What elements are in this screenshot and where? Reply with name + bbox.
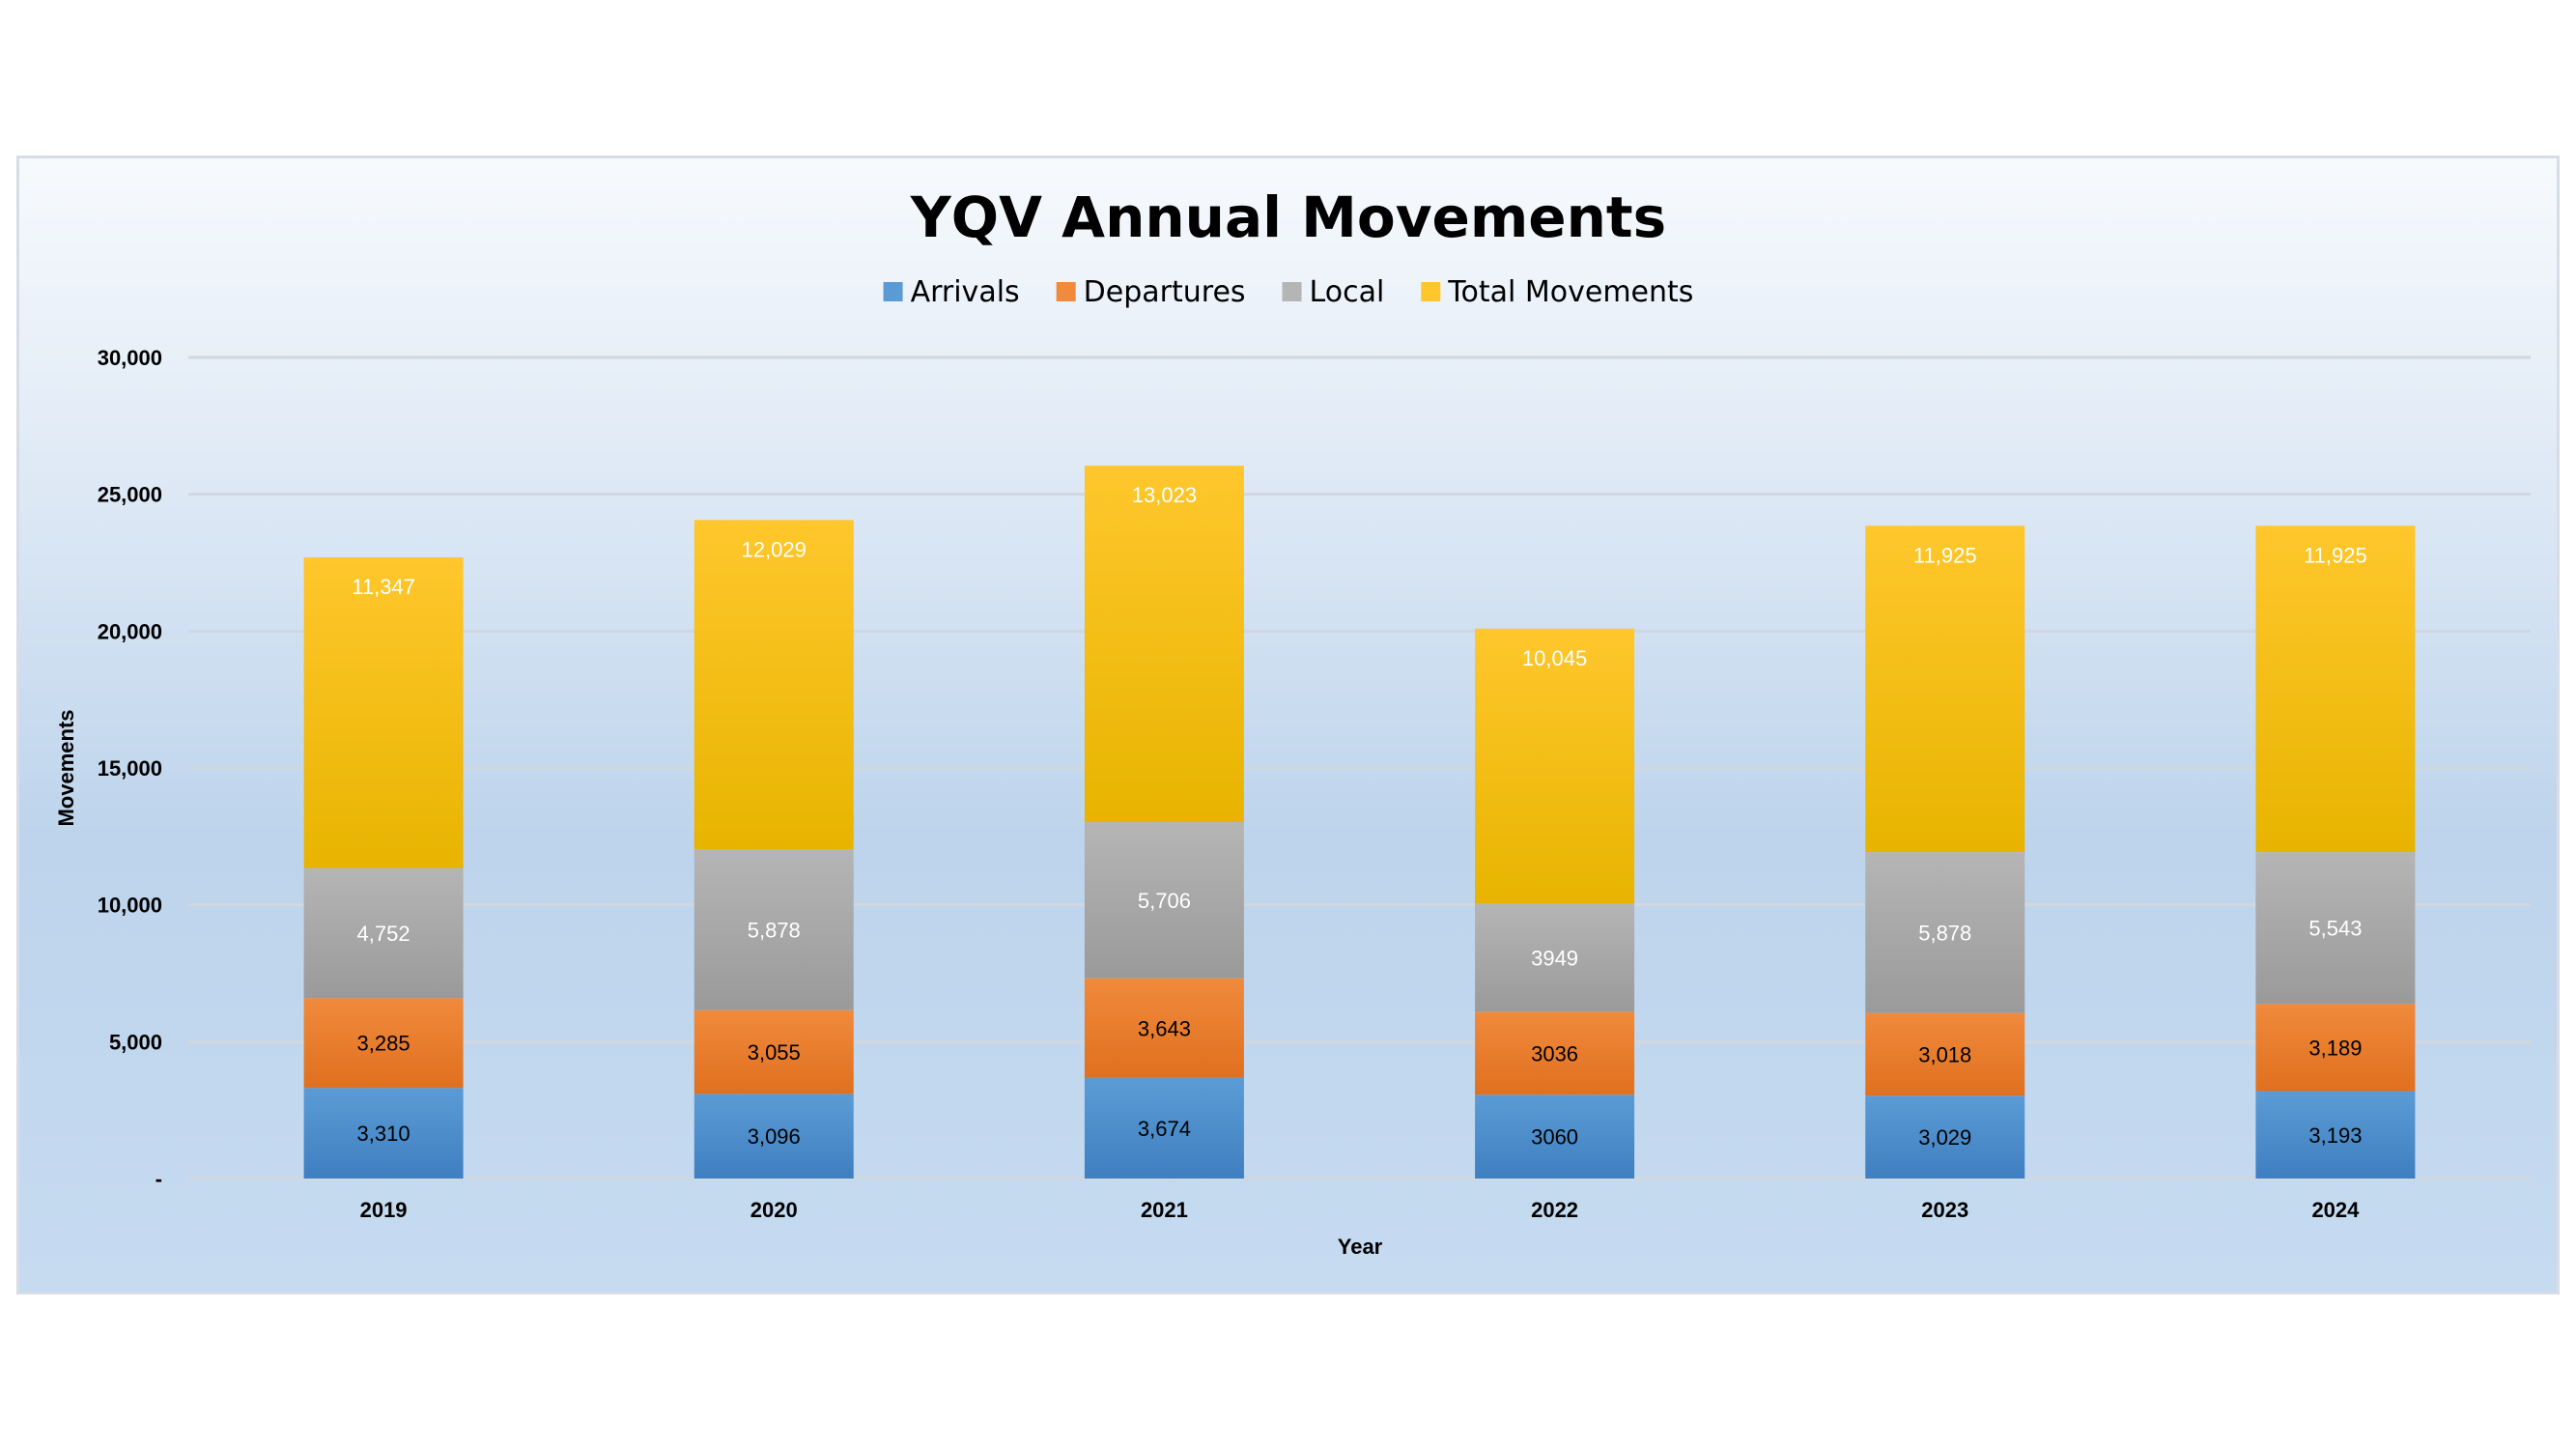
y-tick-label: 25,000 (98, 483, 162, 507)
data-label: 3,310 (357, 1122, 410, 1146)
y-tick-label: 10,000 (98, 894, 162, 918)
data-label: 3036 (1531, 1041, 1578, 1065)
x-tick-label: 2021 (1141, 1198, 1188, 1222)
bar-departures-2023 (1865, 1012, 2025, 1096)
y-tick-label: 5,000 (109, 1030, 162, 1054)
legend-label: Local (1310, 275, 1385, 309)
legend-label: Departures (1084, 275, 1246, 309)
bar-departures-2024 (2255, 1004, 2416, 1092)
y-tick-label: 30,000 (98, 346, 162, 370)
bar-arrivals-2022 (1475, 1094, 1635, 1179)
legend-swatch-total-movements (1421, 282, 1441, 301)
bar-local-2020 (694, 849, 854, 1010)
data-label: 3949 (1531, 946, 1578, 970)
y-tick-label: 15,000 (98, 756, 162, 781)
data-label: 5,706 (1138, 889, 1191, 913)
gridlines (188, 355, 2531, 1180)
data-label: 10,045 (1522, 646, 1587, 670)
x-tick-label: 2019 (360, 1198, 408, 1222)
y-tick-label: - (156, 1167, 162, 1191)
bar-arrivals-2021 (1084, 1077, 1244, 1179)
x-tick-label: 2023 (1921, 1198, 1968, 1222)
data-label: 11,925 (1913, 543, 1977, 567)
data-label: 3060 (1531, 1125, 1578, 1150)
legend-swatch-arrivals (883, 282, 903, 301)
legend-swatch-local (1282, 282, 1302, 301)
bar-total-movements-2023 (1865, 526, 2025, 853)
bar-arrivals-2020 (694, 1094, 854, 1179)
bar-local-2024 (2255, 852, 2416, 1005)
chart-title: YQV Annual Movements (910, 185, 1666, 250)
bar-arrivals-2024 (2255, 1091, 2416, 1179)
x-tick-label: 2024 (2311, 1198, 2360, 1222)
data-label: 3,643 (1138, 1016, 1191, 1040)
data-label: 3,189 (2308, 1036, 2362, 1060)
data-label: 3,096 (748, 1124, 801, 1149)
bar-departures-2022 (1475, 1011, 1635, 1095)
bars (303, 466, 2416, 1179)
bar-local-2021 (1084, 822, 1244, 979)
y-axis: - 5,000 10,000 15,000 20,000 25,000 30,000 (98, 346, 162, 1191)
data-label: 3,193 (2308, 1123, 2362, 1148)
bar-local-2022 (1475, 903, 1635, 1012)
data-label: 11,925 (2304, 543, 2367, 567)
bar-departures-2021 (1084, 978, 1244, 1078)
data-label: 3,285 (357, 1032, 410, 1056)
data-label: 11,347 (352, 575, 415, 599)
x-axis: 2019 2020 2021 2022 2023 2024 (360, 1198, 2361, 1222)
bar-total-movements-2022 (1475, 628, 1635, 904)
data-label: 3,029 (1918, 1125, 1971, 1150)
bar-total-movements-2019 (303, 557, 464, 868)
data-label: 5,878 (1918, 921, 1971, 945)
data-label: 5,543 (2308, 917, 2362, 941)
y-axis-title: Movements (54, 709, 78, 826)
bar-departures-2020 (694, 1009, 854, 1094)
x-axis-title: Year (1338, 1235, 1383, 1259)
data-labels: 3,310 3,285 4,752 11,347 3,096 3,055 5,878 12,0… (352, 483, 2366, 1150)
y-tick-label: 20,000 (98, 619, 162, 643)
data-label: 13,023 (1132, 483, 1197, 507)
bar-arrivals-2023 (1865, 1095, 2025, 1179)
data-label: 3,018 (1918, 1042, 1971, 1066)
x-tick-label: 2020 (750, 1198, 798, 1222)
x-tick-label: 2022 (1531, 1198, 1578, 1222)
data-label: 3,674 (1138, 1117, 1191, 1141)
bar-total-movements-2020 (694, 520, 854, 850)
legend-label: Total Movements (1447, 275, 1693, 309)
data-label: 3,055 (748, 1040, 801, 1065)
data-label: 12,029 (742, 537, 807, 561)
bar-departures-2019 (303, 998, 464, 1089)
bar-local-2023 (1865, 852, 2025, 1013)
legend-swatch-departures (1056, 282, 1076, 301)
legend-label: Arrivals (911, 275, 1020, 309)
data-label: 4,752 (357, 922, 410, 946)
bar-local-2019 (303, 867, 464, 999)
bar-arrivals-2019 (303, 1088, 464, 1179)
legend: Arrivals Departures Local Total Movements (883, 275, 1693, 309)
bar-total-movements-2024 (2255, 526, 2416, 853)
bar-total-movements-2021 (1084, 466, 1244, 823)
data-label: 5,878 (748, 918, 801, 942)
